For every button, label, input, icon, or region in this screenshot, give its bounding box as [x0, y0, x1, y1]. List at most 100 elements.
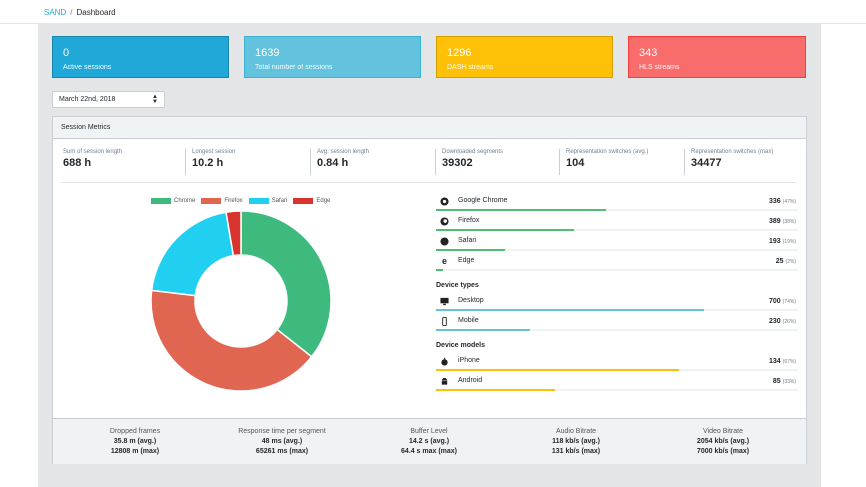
- row-value: 25 (2%): [776, 258, 796, 265]
- browser-row-google-chrome: Google Chrome 336 (47%): [436, 195, 798, 215]
- legend-item-safari[interactable]: Safari: [248, 198, 288, 205]
- donut-slice-chrome[interactable]: [240, 210, 332, 358]
- row-count: 193: [769, 238, 781, 245]
- device-types-heading: Device types: [436, 282, 479, 289]
- card-total-sessions: 1639 Total number of sessions: [244, 36, 421, 78]
- safari-icon: [440, 237, 449, 246]
- metric-label: Representation switches (max): [691, 149, 774, 155]
- footer-avg: 118 kb/s (avg.): [552, 438, 600, 445]
- row-percent: (67%): [782, 359, 796, 365]
- row-label: iPhone: [458, 357, 480, 364]
- browser-row-firefox: Firefox 389 (38%): [436, 215, 798, 235]
- legend-item-chrome[interactable]: Chrome: [151, 198, 195, 205]
- progress-track: [436, 269, 798, 271]
- donut-slice-firefox[interactable]: [150, 289, 313, 392]
- card-value: 1639: [255, 47, 280, 59]
- date-select-value: March 22nd, 2018: [59, 96, 116, 103]
- row-label: Android: [458, 377, 483, 384]
- footer-dropped-frames: Dropped frames 35.8 m (avg.) 12808 m (ma…: [75, 427, 195, 457]
- metric-label: Representation switches (avg.): [566, 149, 649, 155]
- footer-video-bitrate: Video Bitrate 2054 kb/s (avg.) 7000 kb/s…: [663, 427, 783, 457]
- footer-avg: 2054 kb/s (avg.): [696, 438, 750, 445]
- row-value: 336 (47%): [769, 198, 796, 205]
- progress-track: [436, 389, 798, 391]
- row-value: 193 (19%): [769, 238, 796, 245]
- metric-value: 688 h: [63, 157, 92, 169]
- progress-fill: [436, 369, 679, 371]
- breadcrumb: SAND / Dashboard: [0, 0, 866, 24]
- android-icon: [440, 377, 449, 386]
- metric-label: Longest session: [192, 149, 236, 155]
- row-count: 25: [775, 258, 784, 265]
- progress-track: [436, 369, 798, 371]
- card-value: 0: [63, 47, 70, 59]
- donut-slice-safari[interactable]: [150, 211, 235, 297]
- card-label: Total number of sessions: [255, 64, 333, 71]
- card-dash-streams: 1296 DASH streams: [436, 36, 613, 78]
- footer-max: 64.4 s max (max): [400, 448, 458, 455]
- legend-swatch: [293, 198, 314, 204]
- row-value: 85 (33%): [773, 378, 796, 385]
- row-label: Desktop: [458, 297, 484, 304]
- legend-item-firefox[interactable]: Firefox: [201, 198, 243, 205]
- legend-label: Safari: [271, 198, 288, 204]
- footer-avg: 48 ms (avg.): [261, 438, 303, 445]
- metric-value: 104: [566, 157, 585, 169]
- footer-response-time: Response time per segment 48 ms (avg.) 6…: [222, 427, 342, 457]
- chrome-icon: [440, 197, 449, 206]
- metric-label: Sum of session length: [63, 149, 123, 155]
- browser-row-edge: e Edge 25 (2%): [436, 255, 798, 275]
- row-percent: (47%): [782, 199, 796, 205]
- row-percent: (74%): [782, 299, 796, 305]
- session-metrics-panel: Session Metrics Sum of session length 68…: [52, 116, 807, 464]
- footer-avg: 35.8 m (avg.): [113, 438, 157, 445]
- footer-label: Dropped frames: [109, 428, 161, 435]
- browser-list: Google Chrome 336 (47%) Firefox 389 (38%) Sa…: [436, 195, 798, 275]
- card-value: 1296: [447, 47, 472, 59]
- footer-label: Buffer Level: [410, 428, 448, 435]
- footer-max: 7000 kb/s (max): [696, 448, 750, 455]
- row-value: 700 (74%): [769, 298, 796, 305]
- row-label: Mobile: [458, 317, 479, 324]
- legend-label: Edge: [316, 198, 331, 204]
- metric-sum-session-length: Sum of session length 688 h: [61, 149, 185, 175]
- progress-track: [436, 309, 798, 311]
- breadcrumb-separator: /: [70, 8, 73, 17]
- row-count: 700: [769, 298, 781, 305]
- footer-label: Audio Bitrate: [555, 428, 597, 435]
- progress-fill: [436, 309, 704, 311]
- card-label: DASH streams: [447, 64, 494, 71]
- footer-max: 65261 ms (max): [255, 448, 309, 455]
- panel-title: Session Metrics: [53, 117, 806, 139]
- donut-slice-edge[interactable]: [225, 210, 242, 257]
- metric-label: Avg. session length: [317, 149, 369, 155]
- row-percent: (26%): [782, 319, 796, 325]
- row-percent: (19%): [782, 239, 796, 245]
- row-count: 134: [769, 358, 781, 365]
- row-percent: (38%): [782, 219, 796, 225]
- apple-icon: [440, 357, 449, 366]
- footer-max: 131 kb/s (max): [551, 448, 601, 455]
- footer-buffer-level: Buffer Level 14.2 s (avg.) 64.4 s max (m…: [369, 427, 489, 457]
- date-select[interactable]: March 22nd, 2018 ▲ ▼: [52, 91, 165, 108]
- desktop-icon: [440, 297, 449, 306]
- row-count: 389: [769, 218, 781, 225]
- model-row-iphone: iPhone 134 (67%): [436, 355, 798, 375]
- progress-fill: [436, 249, 505, 251]
- device-models-heading: Device models: [436, 342, 486, 349]
- row-count: 230: [769, 318, 781, 325]
- card-hls-streams: 343 HLS streams: [628, 36, 806, 78]
- legend-item-edge[interactable]: Edge: [293, 198, 330, 205]
- row-count: 336: [769, 198, 781, 205]
- chart-legend: Chrome Firefox Safari Edge: [151, 198, 336, 205]
- footer-max: 12808 m (max): [110, 448, 160, 455]
- row-label: Firefox: [458, 217, 480, 224]
- model-row-android: Android 85 (33%): [436, 375, 798, 395]
- row-value: 230 (26%): [769, 318, 796, 325]
- breadcrumb-home-link[interactable]: SAND: [44, 8, 67, 17]
- legend-label: Chrome: [174, 198, 196, 204]
- legend-label: Firefox: [224, 198, 243, 204]
- progress-track: [436, 229, 798, 231]
- row-count: 85: [772, 378, 781, 385]
- stats-list: Google Chrome 336 (47%) Firefox 389 (38%) Sa…: [436, 195, 798, 395]
